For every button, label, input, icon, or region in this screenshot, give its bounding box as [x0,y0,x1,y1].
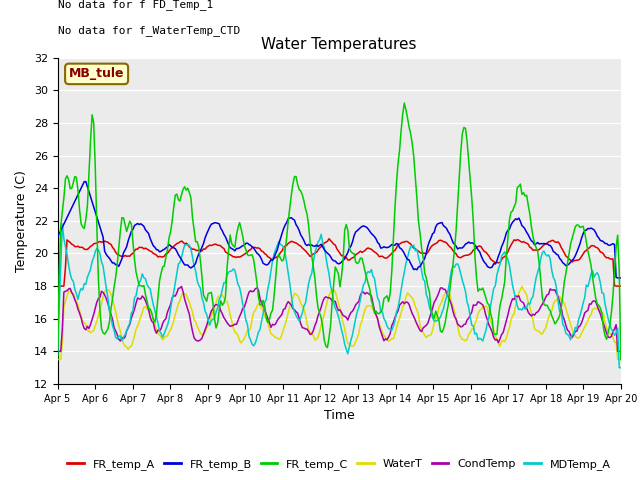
Title: Water Temperatures: Water Temperatures [262,37,417,52]
X-axis label: Time: Time [324,409,355,422]
Text: No data for f FD_Temp_1: No data for f FD_Temp_1 [58,0,213,10]
Text: MB_tule: MB_tule [69,67,124,80]
Y-axis label: Temperature (C): Temperature (C) [15,170,28,272]
Legend: FR_temp_A, FR_temp_B, FR_temp_C, WaterT, CondTemp, MDTemp_A: FR_temp_A, FR_temp_B, FR_temp_C, WaterT,… [63,455,615,474]
Text: No data for f_WaterTemp_CTD: No data for f_WaterTemp_CTD [58,25,240,36]
